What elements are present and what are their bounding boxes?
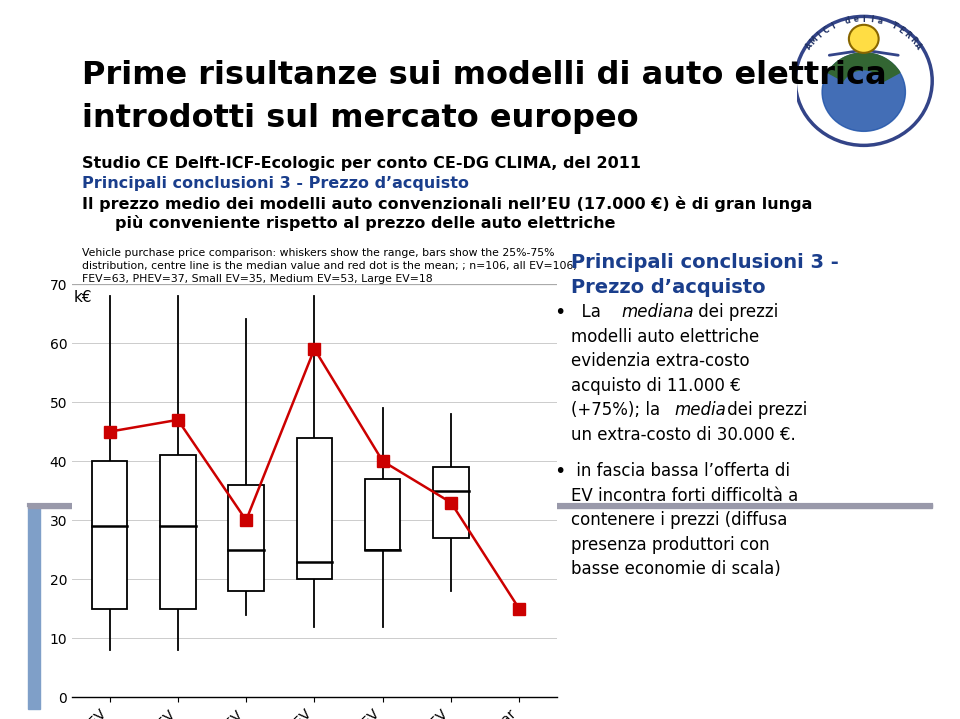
Text: •: • [554,303,565,322]
Text: E: E [897,25,906,35]
Text: dei prezzi: dei prezzi [722,401,807,419]
Text: Principali conclusioni 3 -: Principali conclusioni 3 - [571,253,839,272]
Text: dei prezzi: dei prezzi [693,303,779,321]
Text: acquisto di 11.000 €: acquisto di 11.000 € [571,377,741,395]
Text: EV incontra forti difficoltà a: EV incontra forti difficoltà a [571,487,799,505]
Text: basse economie di scala): basse economie di scala) [571,560,780,578]
Text: Prime risultanze sui modelli di auto elettrica: Prime risultanze sui modelli di auto ele… [82,60,886,91]
Text: Studio CE Delft-ICF-Ecologic per conto CE-DG CLIMA, del 2011: Studio CE Delft-ICF-Ecologic per conto C… [82,156,640,170]
Text: e: e [852,15,859,24]
Wedge shape [828,53,900,81]
Text: d: d [844,16,852,26]
Text: evidenzia extra-costo: evidenzia extra-costo [571,352,750,370]
Text: La: La [571,303,607,321]
Text: M: M [808,35,820,46]
Text: •: • [554,462,565,481]
Text: R: R [908,35,919,45]
Text: modelli auto elettriche: modelli auto elettriche [571,328,759,346]
Text: k€: k€ [74,290,92,305]
Bar [160,455,196,609]
Text: Prezzo d’acquisto: Prezzo d’acquisto [571,278,766,296]
Circle shape [822,52,905,132]
Text: (+75%); la: (+75%); la [571,401,665,419]
Text: T: T [890,21,899,32]
Bar [228,485,264,591]
Text: contenere i prezzi (diffusa: contenere i prezzi (diffusa [571,511,787,529]
Bar [433,467,468,538]
Text: mediana: mediana [621,303,694,321]
Bar [365,479,400,550]
Text: A: A [913,42,924,51]
Text: più conveniente rispetto al prezzo delle auto elettriche: più conveniente rispetto al prezzo delle… [115,215,615,231]
Bar [28,505,40,709]
Bar [28,504,932,508]
Text: media: media [675,401,727,419]
Circle shape [849,25,878,53]
Text: introdotti sul mercato europeo: introdotti sul mercato europeo [82,103,638,134]
Text: I: I [816,31,824,40]
Text: un extra-costo di 30.000 €.: un extra-costo di 30.000 €. [571,426,796,444]
Text: in fascia bassa l’offerta di: in fascia bassa l’offerta di [571,462,790,480]
Text: presenza produttori con: presenza produttori con [571,536,770,554]
Text: l: l [870,15,874,24]
Text: R: R [902,29,913,40]
Text: l: l [862,14,865,24]
Text: Principali conclusioni 3 - Prezzo d’acquisto: Principali conclusioni 3 - Prezzo d’acqu… [82,176,468,191]
Bar [297,438,332,580]
Text: A: A [804,42,815,51]
Text: I: I [829,22,836,31]
Text: C: C [822,25,831,36]
Text: Il prezzo medio dei modelli auto convenzionali nell’EU (17.000 €) è di gran lung: Il prezzo medio dei modelli auto convenz… [82,196,812,212]
Bar [92,461,128,609]
Text: a: a [876,16,883,26]
Text: Vehicle purchase price comparison: whiskers show the range, bars show the 25%-75: Vehicle purchase price comparison: whisk… [82,248,576,285]
